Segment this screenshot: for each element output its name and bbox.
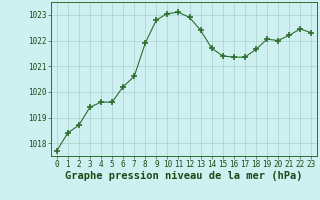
X-axis label: Graphe pression niveau de la mer (hPa): Graphe pression niveau de la mer (hPa) [65, 171, 303, 181]
